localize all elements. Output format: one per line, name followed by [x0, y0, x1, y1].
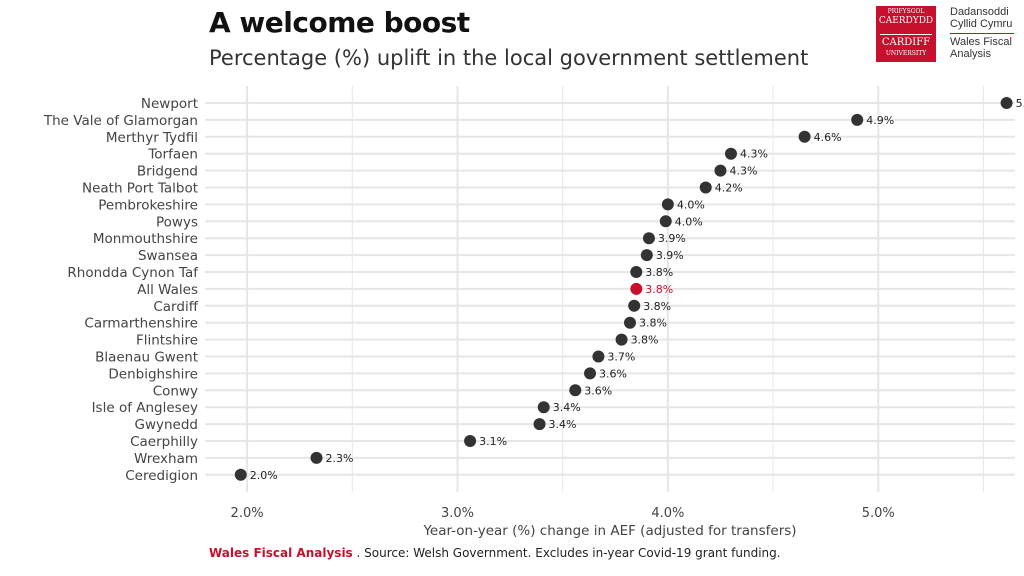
data-label: 3.1%: [479, 435, 507, 448]
logo-side-rule: [950, 33, 1014, 34]
data-point: [464, 435, 477, 447]
data-label: 4.2%: [715, 182, 743, 195]
logo-line-2: CAERDYDD: [878, 16, 934, 26]
data-point: [537, 401, 550, 414]
x-tick-label: 5.0%: [862, 506, 895, 521]
data-point: [628, 299, 641, 312]
y-category-label: Blaenau Gwent: [95, 350, 198, 366]
y-category-label: Rhondda Cynon Taf: [67, 265, 199, 281]
caption: Wales Fiscal Analysis . Source: Welsh Go…: [209, 546, 781, 560]
y-category-label: Neath Port Talbot: [82, 181, 198, 197]
chart-title: A welcome boost: [209, 6, 470, 39]
chart-subtitle: Percentage (%) uplift in the local gover…: [209, 46, 809, 70]
data-point: [615, 333, 628, 346]
data-label: 4.9%: [866, 114, 894, 127]
data-point: [659, 215, 672, 228]
y-category-label: Cardiff: [153, 299, 198, 315]
data-point: [640, 249, 653, 262]
logo-side-line-1: Dadansoddi: [950, 6, 1009, 18]
data-label: 4.3%: [740, 148, 768, 161]
data-label: 2.0%: [250, 469, 278, 482]
data-point: [851, 113, 864, 126]
x-tick-label: 2.0%: [231, 506, 264, 521]
data-point: [310, 451, 323, 464]
y-category-label: Ceredigion: [125, 468, 198, 484]
y-category-label: Pembrokeshire: [98, 197, 198, 213]
data-label: 3.6%: [599, 367, 627, 380]
cardiff-university-logo: PRIFYSGOL CAERDYDD CARDIFF UNIVERSITY: [876, 6, 936, 62]
data-point: [623, 316, 636, 329]
y-category-label: Torfaen: [147, 147, 198, 163]
data-label: 3.8%: [643, 300, 671, 313]
logo-side-line-3: Wales Fiscal: [950, 36, 1012, 48]
data-point: [592, 350, 605, 363]
y-category-label: Swansea: [138, 248, 198, 264]
data-label: 3.6%: [584, 384, 612, 397]
logo-line-3: CARDIFF: [881, 37, 931, 48]
data-label: 4.0%: [675, 215, 703, 228]
data-label: 5.6%: [1016, 97, 1024, 110]
data-label: 3.8%: [645, 266, 673, 279]
wfa-logo-text: Dadansoddi Cyllid Cymru Wales Fiscal Ana…: [950, 6, 1014, 60]
x-tick-label: 4.0%: [651, 506, 684, 521]
y-category-label: Bridgend: [137, 164, 198, 180]
y-category-label: Gwynedd: [135, 417, 199, 433]
data-point: [714, 164, 727, 177]
y-category-label: Merthyr Tydfil: [106, 130, 198, 146]
y-category-label: All Wales: [137, 282, 198, 298]
y-category-label: Denbighshire: [108, 366, 198, 382]
y-category-label: Flintshire: [136, 333, 198, 349]
y-category-label: The Vale of Glamorgan: [43, 113, 198, 129]
data-point: [630, 282, 643, 295]
data-point: [630, 266, 643, 278]
data-label: 2.3%: [326, 452, 354, 465]
y-category-label: Carmarthenshire: [84, 316, 198, 332]
data-point: [642, 232, 655, 245]
y-category-label: Isle of Anglesey: [92, 400, 198, 416]
data-label: 3.7%: [607, 351, 635, 364]
data-label: 3.8%: [645, 283, 673, 296]
data-point: [533, 418, 546, 431]
y-category-label: Wrexham: [134, 451, 198, 467]
data-point: [1000, 97, 1013, 109]
caption-brand: Wales Fiscal Analysis: [209, 546, 353, 560]
logo-line-1: PRIFYSGOL: [887, 8, 925, 15]
data-label: 3.8%: [639, 317, 667, 330]
logo-side-line-4: Analysis: [950, 48, 991, 60]
caption-source: . Source: Welsh Government. Excludes in-…: [352, 546, 781, 560]
data-point: [584, 367, 597, 380]
data-label: 3.4%: [549, 418, 577, 431]
data-label: 4.3%: [729, 165, 757, 178]
data-point: [234, 468, 247, 481]
y-category-label: Monmouthshire: [93, 231, 198, 247]
logo-line-4: UNIVERSITY: [885, 50, 927, 57]
data-point: [798, 130, 811, 143]
data-point: [661, 198, 674, 211]
logo-divider: [880, 34, 932, 35]
data-label: 3.9%: [656, 249, 684, 262]
data-point: [699, 181, 712, 194]
x-axis-label: Year-on-year (%) change in AEF (adjusted…: [422, 523, 796, 539]
data-point: [724, 147, 737, 160]
data-label: 4.6%: [814, 131, 842, 144]
y-category-label: Powys: [156, 214, 198, 230]
x-tick-label: 3.0%: [441, 506, 474, 521]
data-label: 3.9%: [658, 232, 686, 245]
y-category-label: Newport: [141, 96, 198, 112]
logo-side-line-2: Cyllid Cymru: [950, 18, 1013, 30]
data-label: 4.0%: [677, 198, 705, 211]
data-label: 3.8%: [631, 334, 659, 347]
data-label: 3.4%: [553, 401, 581, 414]
data-point: [569, 384, 582, 397]
y-category-label: Conwy: [153, 383, 198, 399]
y-category-label: Caerphilly: [130, 434, 198, 450]
